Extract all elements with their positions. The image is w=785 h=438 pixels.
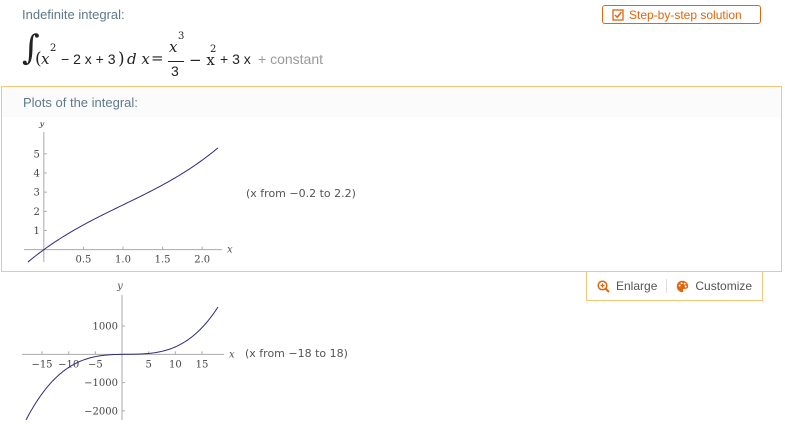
plot-1-range-note: (x from −0.2 to 2.2): [246, 187, 356, 200]
plot-actions: Enlarge Customize: [586, 272, 763, 301]
formula-rparen: ): [118, 49, 125, 69]
step-by-step-button[interactable]: Step-by-step solution: [602, 5, 761, 24]
fraction-bar: [168, 61, 184, 62]
integral-sign: ∫: [22, 28, 40, 68]
enlarge-label: Enlarge: [616, 279, 658, 293]
y-tick-label: 2: [33, 207, 39, 218]
customize-button[interactable]: Customize: [676, 279, 752, 293]
x-tick-label: 1.0: [115, 255, 131, 266]
y-tick-label: 1: [33, 226, 39, 237]
formula-tail-1: − x: [189, 51, 215, 69]
y-tick-label: 5: [33, 149, 39, 160]
enlarge-button[interactable]: Enlarge: [597, 279, 657, 293]
fraction-denominator: 3: [171, 63, 179, 79]
x-tick-label: 10: [169, 359, 182, 370]
y-tick-label: 4: [33, 168, 39, 179]
fraction-numerator: x: [169, 38, 178, 56]
plot-2-curve: [25, 306, 219, 421]
y-axis-label: y: [116, 283, 123, 292]
fraction-num-exp: 3: [178, 31, 185, 42]
checklist-icon: [612, 8, 624, 21]
plots-pod-header: [2, 87, 781, 117]
x-tick-label: −5: [88, 359, 103, 370]
formula-middle: − 2 x + 3: [61, 51, 116, 67]
plot-1-curve: [27, 147, 219, 263]
step-by-step-label: Step-by-step solution: [629, 7, 742, 22]
formula-constant: + constant: [258, 51, 323, 67]
formula-tail-exp: 2: [210, 44, 217, 55]
actions-separator: [666, 279, 668, 293]
plot-2-range-note: (x from −18 to 18): [245, 347, 348, 360]
plot-2: x y −15 −10 −5 5 10 15 1000 −1000 −2000: [22, 283, 235, 421]
x-tick-label: 2.0: [194, 255, 210, 266]
plot-1: x y 0.5 1.0 1.5 2.0 1 2 3 4 5: [24, 122, 233, 266]
x-tick-label: −15: [31, 359, 52, 370]
x-tick-label: −10: [58, 359, 79, 370]
x-tick-label: 5: [145, 359, 151, 370]
palette-icon: [677, 280, 689, 292]
customize-label: Customize: [695, 279, 753, 293]
formula-tail-2: + 3 x: [220, 51, 251, 67]
formula-exp-2: 2: [50, 43, 57, 54]
zoom-in-icon: [597, 279, 610, 293]
plots-pod: Plots of the integral: x y 0.5 1.0 1.5 2.0 1 2…: [1, 86, 782, 272]
formula-dx: d x: [127, 50, 150, 68]
plots-title: Plots of the integral:: [23, 95, 138, 110]
x-tick-label: 0.5: [75, 255, 91, 266]
formula-x: x: [41, 50, 50, 68]
formula-equals: =: [151, 49, 164, 67]
indefinite-integral-title: Indefinite integral:: [22, 7, 125, 22]
y-tick-label: 1000: [93, 322, 118, 333]
formula-lparen: (: [35, 49, 42, 69]
y-axis-label: y: [38, 122, 45, 129]
x-tick-label: 1.5: [155, 255, 171, 266]
y-tick-label: 3: [33, 188, 39, 199]
x-axis-label: x: [227, 245, 233, 256]
y-tick-label: −2000: [84, 406, 118, 417]
x-axis-label: x: [229, 349, 235, 360]
x-tick-label: 15: [196, 359, 209, 370]
y-tick-label: −1000: [84, 378, 118, 389]
